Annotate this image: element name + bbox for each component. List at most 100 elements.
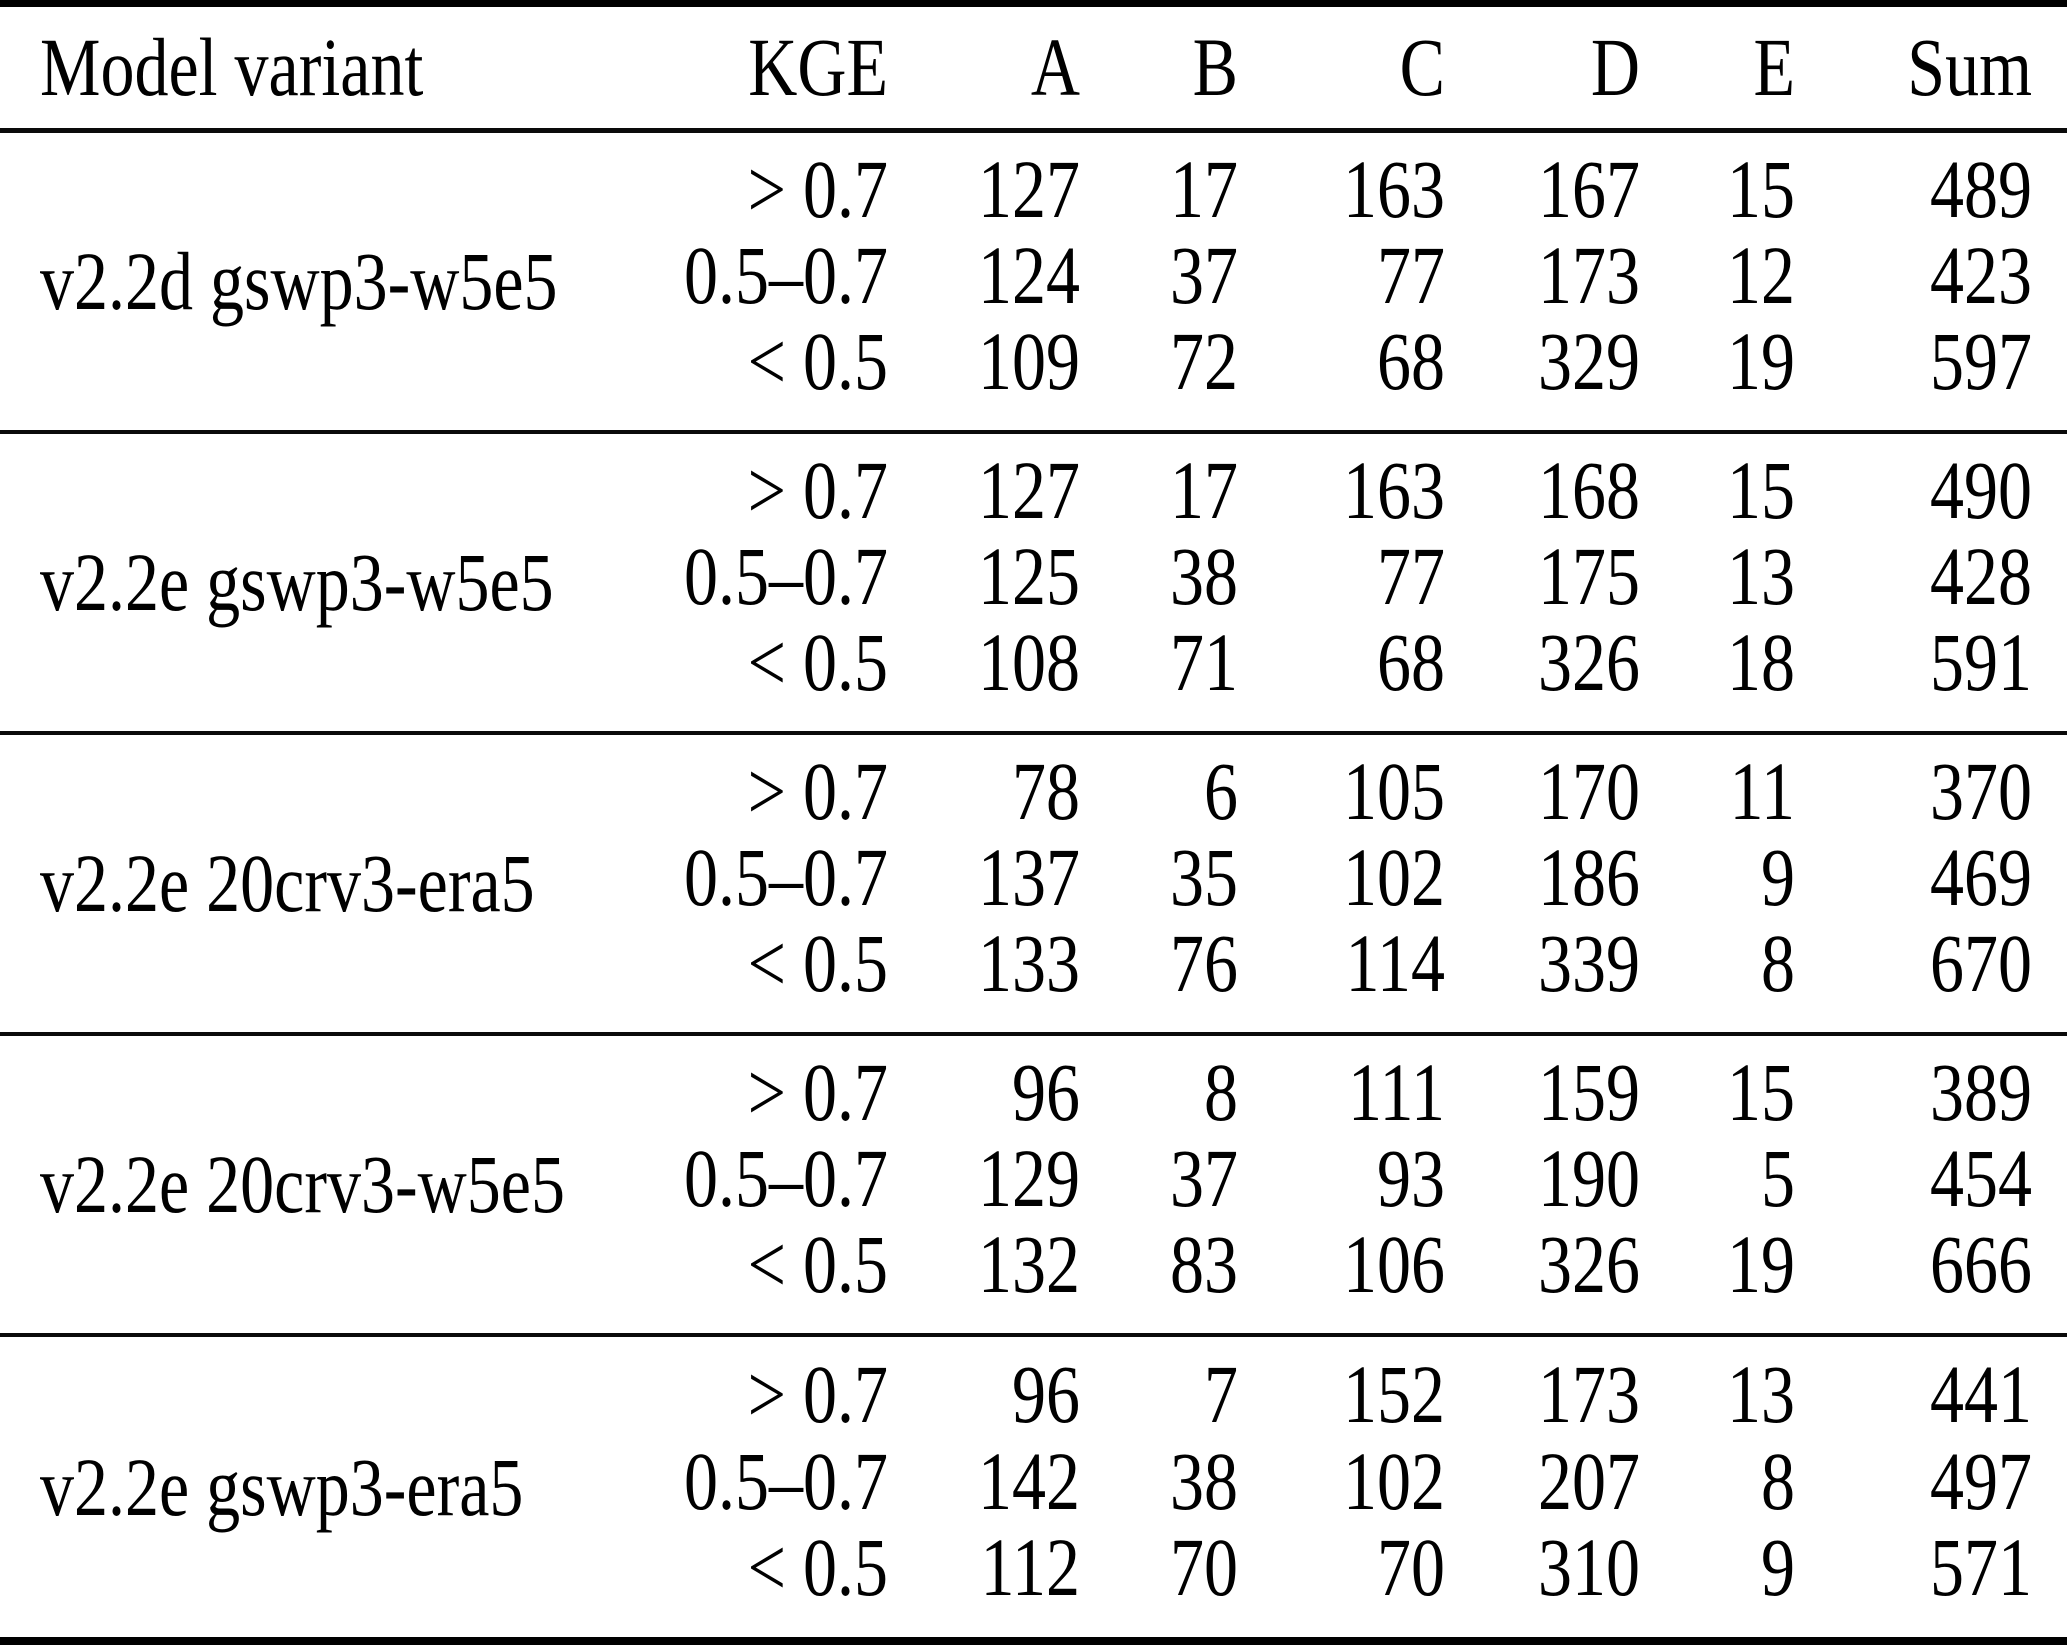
count-value: 127 <box>978 142 1080 236</box>
kge-threshold-cell: < 0.5 <box>680 314 888 407</box>
sum-value: 670 <box>1930 916 2032 1009</box>
count-cell-b: 38 <box>1080 530 1238 623</box>
column-header-b: B <box>1080 7 1238 128</box>
model-variant-label: v2.2e gswp3-era5 <box>0 1337 680 1637</box>
kge-threshold-text: < 0.5 <box>747 314 888 407</box>
count-cell-b: 8 <box>1080 1046 1238 1139</box>
count-cell-c: 77 <box>1238 530 1445 623</box>
count-cell-d: 329 <box>1445 314 1640 407</box>
count-cell-d: 167 <box>1445 143 1640 236</box>
kge-threshold-cell: 0.5–0.7 <box>680 229 888 322</box>
count-cell-a: 127 <box>888 444 1080 537</box>
count-cell-d: 170 <box>1445 745 1640 838</box>
count-cell-e: 8 <box>1640 1434 1795 1527</box>
column-header-text: Model variant <box>40 20 424 114</box>
kge-threshold-text: 0.5–0.7 <box>684 529 888 623</box>
kge-threshold-cell: < 0.5 <box>680 916 888 1009</box>
kge-threshold-cell: 0.5–0.7 <box>680 831 888 924</box>
count-cell-e: 11 <box>1640 745 1795 838</box>
model-variant-text: v2.2e 20crv3-w5e5 <box>40 1137 565 1231</box>
kge-threshold-cell: < 0.5 <box>680 615 888 708</box>
group-separator-rule <box>0 731 2067 735</box>
count-value: 8 <box>1761 916 1795 1009</box>
kge-threshold-text: > 0.7 <box>747 142 888 236</box>
count-cell-b: 6 <box>1080 745 1238 838</box>
kge-threshold-text: 0.5–0.7 <box>684 1131 888 1225</box>
group-separator-rule <box>0 1333 2067 1337</box>
column-header-model-variant: Model variant <box>0 7 680 128</box>
count-cell-d: 190 <box>1445 1132 1640 1225</box>
model-variant-label: v2.2e 20crv3-era5 <box>0 735 680 1032</box>
count-value: 38 <box>1170 1434 1238 1527</box>
model-variant-text: v2.2e gswp3-era5 <box>40 1440 524 1533</box>
count-value: 13 <box>1727 529 1795 623</box>
kge-threshold-text: 0.5–0.7 <box>684 830 888 924</box>
count-cell-b: 17 <box>1080 143 1238 236</box>
count-cell-d: 339 <box>1445 916 1640 1009</box>
count-cell-c: 102 <box>1238 831 1445 924</box>
count-value: 163 <box>1343 443 1445 537</box>
count-cell-e: 19 <box>1640 1217 1795 1310</box>
count-cell-a: 109 <box>888 314 1080 407</box>
count-cell-c: 70 <box>1238 1521 1445 1614</box>
count-cell-c: 68 <box>1238 314 1445 407</box>
model-variant-label: v2.2e 20crv3-w5e5 <box>0 1036 680 1333</box>
model-group-v22e-gswp3-era5: v2.2e gswp3-era5 > 0.7 96 7 152 173 13 4… <box>0 1337 2067 1637</box>
count-cell-b: 71 <box>1080 615 1238 708</box>
table-row: > 0.7 127 17 163 167 15 489 <box>680 143 2067 236</box>
count-cell-e: 19 <box>1640 314 1795 407</box>
count-value: 106 <box>1343 1217 1445 1310</box>
count-cell-e: 8 <box>1640 916 1795 1009</box>
count-cell-d: 310 <box>1445 1521 1640 1614</box>
count-value: 70 <box>1170 1520 1238 1614</box>
count-value: 76 <box>1170 916 1238 1009</box>
table-row: 0.5–0.7 129 37 93 190 5 454 <box>680 1132 2067 1225</box>
table-row: > 0.7 96 8 111 159 15 389 <box>680 1046 2067 1139</box>
count-cell-e: 9 <box>1640 1521 1795 1614</box>
count-value: 168 <box>1538 443 1640 537</box>
count-value: 7 <box>1204 1347 1238 1441</box>
column-header-text: D <box>1590 20 1640 114</box>
count-value: 8 <box>1761 1434 1795 1527</box>
count-value: 132 <box>978 1217 1080 1310</box>
column-header-d: D <box>1445 7 1640 128</box>
kge-threshold-text: < 0.5 <box>747 916 888 1009</box>
count-cell-c: 77 <box>1238 229 1445 322</box>
count-value: 9 <box>1761 830 1795 924</box>
count-value: 9 <box>1761 1520 1795 1614</box>
count-cell-a: 137 <box>888 831 1080 924</box>
top-rule <box>0 0 2067 7</box>
count-cell-d: 168 <box>1445 444 1640 537</box>
count-value: 170 <box>1538 744 1640 838</box>
count-value: 173 <box>1538 1347 1640 1441</box>
count-value: 72 <box>1170 314 1238 407</box>
count-cell-e: 13 <box>1640 1347 1795 1440</box>
count-value: 137 <box>978 830 1080 924</box>
count-value: 19 <box>1727 314 1795 407</box>
count-cell-e: 15 <box>1640 143 1795 236</box>
count-value: 190 <box>1538 1131 1640 1225</box>
count-cell-d: 159 <box>1445 1046 1640 1139</box>
count-cell-d: 326 <box>1445 615 1640 708</box>
count-value: 175 <box>1538 529 1640 623</box>
kge-threshold-text: 0.5–0.7 <box>684 1434 888 1527</box>
count-value: 152 <box>1343 1347 1445 1441</box>
count-value: 15 <box>1727 443 1795 537</box>
count-value: 173 <box>1538 228 1640 322</box>
sum-value: 489 <box>1930 142 2032 236</box>
count-value: 142 <box>978 1434 1080 1527</box>
count-value: 35 <box>1170 830 1238 924</box>
kge-threshold-text: < 0.5 <box>747 615 888 708</box>
model-group-v22e-gswp3-w5e5: v2.2e gswp3-w5e5 > 0.7 127 17 163 168 15… <box>0 434 2067 731</box>
sum-value: 441 <box>1930 1347 2032 1441</box>
sum-cell: 489 <box>1795 143 2032 236</box>
count-cell-a: 124 <box>888 229 1080 322</box>
count-value: 17 <box>1170 443 1238 537</box>
model-variant-label: v2.2e gswp3-w5e5 <box>0 434 680 731</box>
sum-cell: 469 <box>1795 831 2032 924</box>
count-value: 12 <box>1727 228 1795 322</box>
model-variant-text: v2.2e 20crv3-era5 <box>40 836 535 930</box>
kge-threshold-cell: > 0.7 <box>680 444 888 537</box>
count-cell-b: 37 <box>1080 229 1238 322</box>
